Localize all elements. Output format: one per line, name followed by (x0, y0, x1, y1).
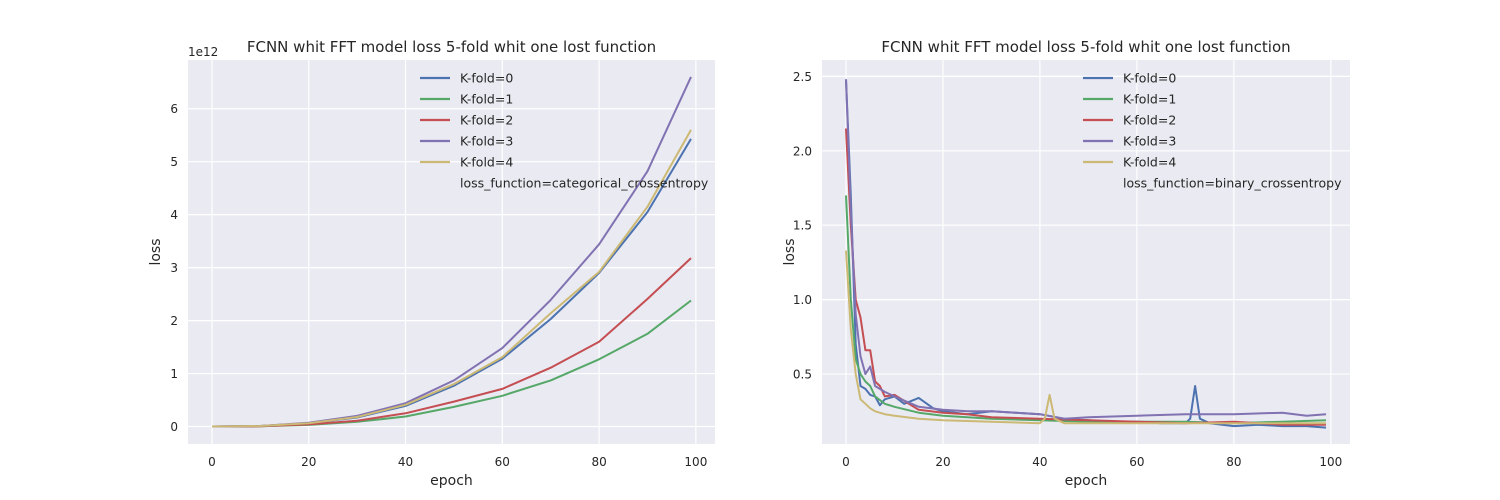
x-tick-label: 0 (208, 455, 216, 469)
x-tick-label: 80 (591, 455, 606, 469)
x-axis-label: epoch (430, 473, 473, 489)
x-tick-label: 80 (1226, 455, 1241, 469)
legend-label: K-fold=3 (460, 134, 513, 149)
series-line-k-fold-3 (845, 79, 1327, 420)
y-tick-label: 5 (170, 155, 178, 169)
axis-offset-label: 1e12 (188, 45, 218, 59)
legend-label: K-fold=2 (1123, 113, 1176, 128)
legend-note: loss_function=categorical_crossentropy (460, 176, 709, 191)
legend-label: K-fold=4 (1123, 155, 1176, 170)
y-axis-label: loss (148, 238, 164, 265)
legend-label: K-fold=1 (460, 92, 513, 107)
y-tick-label: 2.5 (793, 70, 812, 84)
y-tick-label: 6 (170, 102, 178, 116)
x-tick-label: 20 (935, 455, 950, 469)
x-tick-label: 20 (301, 455, 316, 469)
y-axis-label: loss (782, 238, 798, 265)
x-tick-label: 100 (1319, 455, 1342, 469)
chart-title: FCNN whit FFT model loss 5-fold whit one… (247, 38, 656, 56)
series-line-k-fold-4 (845, 250, 1326, 425)
right-chart: 0 20 40 60 80 100 0.5 1.0 1.5 2.0 2.5 FCNN whit FFT… (782, 38, 1350, 489)
x-tick-label: 60 (495, 455, 510, 469)
plot-area (822, 60, 1350, 444)
chart-title: FCNN whit FFT model loss 5-fold whit one… (881, 38, 1290, 56)
y-tick-label: 0 (170, 420, 178, 434)
y-tick-label: 3 (170, 261, 178, 275)
x-tick-label: 40 (398, 455, 413, 469)
y-tick-label: 2 (170, 314, 178, 328)
x-tick-label: 0 (842, 455, 850, 469)
legend-label: K-fold=3 (1123, 134, 1176, 149)
legend-label: K-fold=0 (1123, 71, 1176, 86)
y-tick-label: 1.0 (793, 293, 812, 307)
y-tick-label: 1.5 (793, 219, 812, 233)
legend-note: loss_function=binary_crossentropy (1123, 176, 1342, 191)
left-chart: 0 20 40 60 80 100 0 1 2 3 4 5 6 FCNN whit FFT model l… (148, 38, 715, 489)
y-tick-label: 2.0 (793, 144, 812, 158)
x-tick-label: 60 (1129, 455, 1144, 469)
legend-label: K-fold=2 (460, 113, 513, 128)
series-line-k-fold-1 (845, 195, 1327, 425)
x-tick-label: 100 (684, 455, 707, 469)
legend-label: K-fold=0 (460, 71, 513, 86)
y-tick-label: 4 (170, 208, 178, 222)
legend-label: K-fold=1 (1123, 92, 1176, 107)
series-line-k-fold-4 (211, 129, 692, 428)
x-axis-label: epoch (1065, 473, 1108, 489)
plot-area (188, 60, 715, 444)
x-tick-label: 40 (1032, 455, 1047, 469)
y-tick-label: 1 (170, 367, 178, 381)
y-tick-label: 0.5 (793, 368, 812, 382)
legend-label: K-fold=4 (460, 155, 513, 170)
